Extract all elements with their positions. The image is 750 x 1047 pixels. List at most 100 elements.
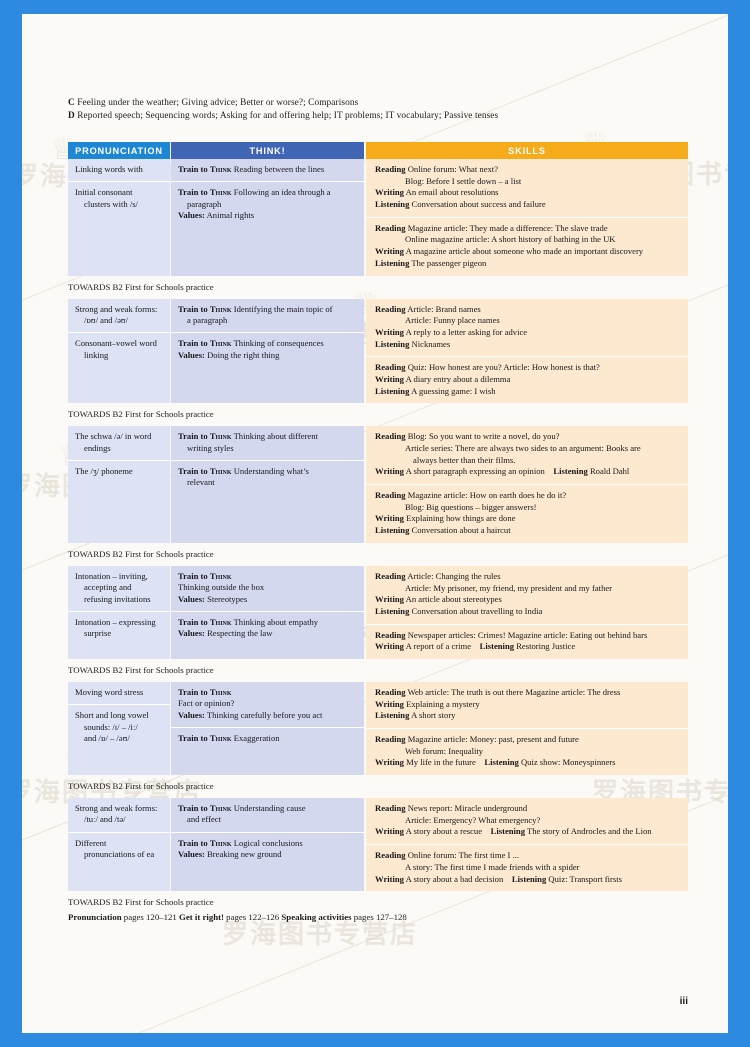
think-line: Fact or opinion?: [178, 698, 357, 709]
table-block: Strong and weak forms:/ɒʊ/ and /əʊ/Conso…: [68, 298, 688, 404]
think-text: writing styles: [187, 442, 234, 453]
pronunciation-line: clusters with /s/: [75, 199, 163, 210]
skills-cell: Reading Article: Brand names Article: Fun…: [366, 299, 688, 357]
pronunciation-line: linking: [75, 350, 163, 361]
values-label: Values:: [178, 628, 205, 639]
pronunciation-line: sounds: /ɪ/ – /iː/: [75, 722, 163, 733]
think-text: and effect: [187, 814, 221, 825]
skills-line: Writing A story about a rescue Listening…: [375, 826, 680, 838]
skills-label: Writing: [375, 466, 404, 477]
pronunciation-cell: Strong and weak forms:/ɒʊ/ and /əʊ/: [68, 299, 170, 333]
think-line: Train to Think Understanding cause: [178, 803, 357, 814]
skills-line: Reading Online forum: The first time I .…: [375, 850, 680, 862]
skills-text: A short story: [411, 710, 456, 721]
skills-line: Listening A short story: [375, 710, 680, 722]
train-to-think-label: Train to Think: [178, 466, 232, 476]
think-line: Train to Think: [178, 571, 357, 582]
skills-label: Reading: [375, 431, 406, 442]
pronunciation-text: Strong and weak forms:: [75, 303, 158, 314]
skills-line: Reading Magazine article: How on earth d…: [375, 490, 680, 502]
towards-b2-note: TOWARDS B2 First for Schools practice: [68, 548, 214, 559]
skills-line: Writing Explaining a mystery: [375, 699, 680, 711]
skills-text: Restoring Justice: [516, 641, 576, 652]
pronunciation-cell: Linking words with: [68, 159, 170, 181]
skills-text: Conversation about travelling to India: [411, 605, 543, 616]
pronunciation-text: The schwa /ə/ in word: [75, 431, 152, 442]
skills-label: Listening: [375, 525, 410, 536]
skills-label: Reading: [375, 164, 406, 174]
think-text: Reading between the lines: [233, 164, 325, 174]
column-header-skills: SKILLS: [366, 142, 688, 159]
skills-cell: Reading Quiz: How honest are you? Articl…: [366, 356, 688, 403]
pronunciation-text: and /ɒ/ – /əʊ/: [84, 732, 130, 743]
skills-label: Listening: [375, 385, 410, 396]
pronunciation-line: pronunciations of ea: [75, 849, 163, 860]
skills-label: Writing: [375, 373, 404, 384]
pronunciation-line: surprise: [75, 628, 163, 639]
think-cell: Train to Think Logical conclusions Values…: [171, 831, 364, 867]
pronunciation-line: /ɒʊ/ and /əʊ/: [75, 315, 163, 326]
skills-line: Reading Web article: The truth is out th…: [375, 687, 680, 699]
skills-line: Writing A reply to a letter asking for a…: [375, 327, 680, 339]
pronunciation-text: sounds: /ɪ/ – /iː/: [84, 721, 138, 732]
skills-label: Writing: [375, 326, 404, 337]
pronunciation-text: Initial consonant: [75, 187, 133, 198]
skills-label: Listening: [375, 605, 410, 616]
skills-text: An email about resolutions: [405, 187, 499, 198]
skills-line: Blog: Big questions – bigger answers!: [375, 502, 680, 514]
skills-line: Web forum: Inequality: [375, 746, 680, 758]
skills-text: A story: The first time I made friends w…: [405, 861, 580, 872]
think-line: Values: Respecting the law: [178, 628, 357, 639]
skills-label: Reading: [375, 490, 406, 501]
skills-text: A short paragraph expressing an opinion: [405, 466, 545, 477]
think-text: relevant: [187, 477, 215, 488]
values-label: Values:: [178, 849, 205, 860]
skills-line: Writing An email about resolutions: [375, 187, 680, 199]
think-column: Train to Think Thinking about different w…: [171, 426, 364, 543]
skills-cell: Reading Online forum: The first time I .…: [366, 844, 688, 891]
skills-label: Reading: [375, 686, 406, 697]
skills-text: Article: Funny place names: [405, 315, 500, 326]
train-to-think-label: Train to Think: [178, 732, 232, 743]
skills-label: Listening: [375, 199, 410, 210]
skills-line: Article: Emergency? What emergency?: [375, 815, 680, 827]
intro-line-d: D Reported speech; Sequencing words; Ask…: [68, 111, 498, 121]
skills-text: Online magazine article: A short history…: [405, 234, 616, 245]
think-text: Thinking outside the box: [178, 582, 265, 593]
towards-b2-note: TOWARDS B2 First for Schools practice: [68, 281, 214, 292]
skills-column: Reading Web article: The truth is out th…: [366, 681, 688, 776]
skills-line: Reading Newspaper articles: Crimes! Maga…: [375, 630, 680, 642]
pronunciation-cell: Consonant–vowel word linking: [68, 332, 170, 367]
footer-getitright-pages: pages 122–126: [223, 912, 282, 923]
skills-label: Writing: [375, 698, 404, 709]
skills-text: Online forum: What next?: [407, 164, 499, 174]
pronunciation-text: accepting and: [84, 582, 132, 593]
pronunciation-text: Intonation – inviting,: [75, 570, 148, 581]
skills-line: Writing A story about a bad decision Lis…: [375, 874, 680, 886]
intro-line-c: C Feeling under the weather; Giving advi…: [68, 98, 358, 108]
skills-text: The passenger pigeon: [411, 257, 487, 268]
skills-text: A report of a crime: [405, 641, 472, 652]
skills-line: Reading Magazine article: Money: past, p…: [375, 734, 680, 746]
skills-text: Web article: The truth is out there Maga…: [407, 686, 621, 697]
skills-label: Writing: [375, 641, 404, 652]
skills-label: Listening: [490, 826, 526, 837]
train-to-think-label: Train to Think: [178, 303, 232, 314]
intro-text-c: Feeling under the weather; Giving advice…: [77, 98, 359, 108]
intro-letter-d: D: [68, 111, 75, 121]
skills-label: Writing: [375, 246, 404, 257]
skills-line: Article: Funny place names: [375, 315, 680, 327]
pronunciation-text: /tuː/ and /tə/: [84, 814, 126, 825]
skills-cell: Reading Web article: The truth is out th…: [366, 682, 688, 728]
pronunciation-text: Intonation – expressing: [75, 616, 156, 627]
pronunciation-line: Short and long vowel: [75, 710, 163, 721]
skills-text: A story about a bad decision: [405, 873, 504, 884]
think-line: Train to Think Following an idea through…: [178, 187, 357, 198]
pronunciation-line: Different: [75, 838, 163, 849]
footer-pronunciation-pages: pages 120–121: [121, 912, 180, 923]
skills-text: Roald Dahl: [589, 466, 630, 477]
pronunciation-cell: Strong and weak forms:/tuː/ and /tə/: [68, 798, 170, 832]
think-text: paragraph: [187, 198, 222, 209]
skills-text: Magazine article: They made a difference…: [407, 222, 608, 233]
pronunciation-line: The schwa /ə/ in word: [75, 431, 163, 442]
